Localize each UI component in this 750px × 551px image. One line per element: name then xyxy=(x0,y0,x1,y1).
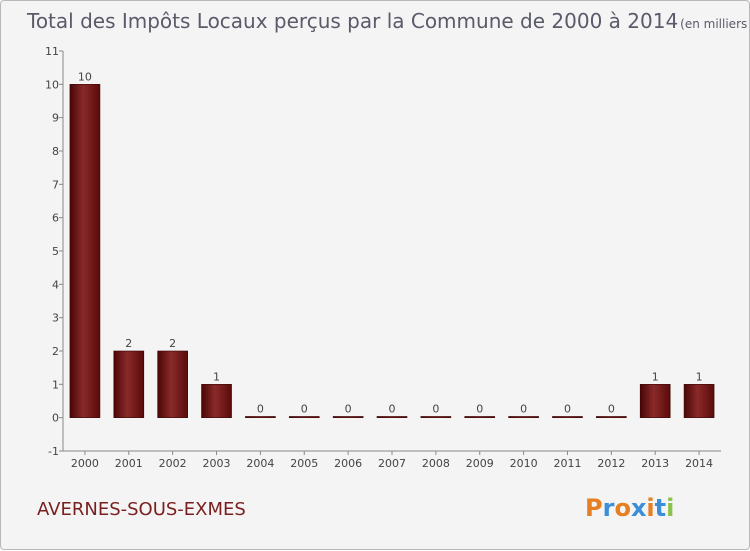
data-label-2005: 0 xyxy=(301,402,308,415)
logo-letter: i xyxy=(666,494,674,522)
y-tick-label: 7 xyxy=(52,178,59,191)
y-tick-label: 0 xyxy=(52,412,59,425)
bar-2011 xyxy=(552,416,583,418)
x-tick-label-2007: 2007 xyxy=(378,457,406,470)
bar-2008 xyxy=(420,416,452,418)
y-tick-label: 9 xyxy=(52,112,59,125)
x-tick-label-2014: 2014 xyxy=(685,457,713,470)
chart-title-text: Total des Impôts Locaux perçus par la Co… xyxy=(26,9,678,33)
data-label-2010: 0 xyxy=(520,402,527,415)
y-tick-label: 2 xyxy=(52,345,59,358)
x-tick-label-2002: 2002 xyxy=(159,457,187,470)
data-label-2008: 0 xyxy=(432,402,439,415)
x-tick-label-2001: 2001 xyxy=(115,457,143,470)
data-label-2009: 0 xyxy=(476,402,483,415)
x-tick-label-2013: 2013 xyxy=(641,457,669,470)
bar-2012 xyxy=(596,416,627,418)
x-tick-label-2006: 2006 xyxy=(334,457,362,470)
x-tick-label-2008: 2008 xyxy=(422,457,450,470)
bar-2005 xyxy=(288,416,320,418)
bar-2000 xyxy=(69,84,101,418)
x-tick-label-2005: 2005 xyxy=(290,457,318,470)
y-tick-label: -1 xyxy=(48,445,59,458)
chart-title: Total des Impôts Locaux perçus par la Co… xyxy=(26,9,750,33)
y-tick-label: 4 xyxy=(52,278,59,291)
bar-2006 xyxy=(332,416,364,418)
bar-2014 xyxy=(683,384,715,418)
commune-name: AVERNES-SOUS-EXMES xyxy=(37,499,246,520)
bar-2010 xyxy=(508,416,539,418)
data-label-2003: 1 xyxy=(213,370,220,383)
logo-letter: i xyxy=(646,494,654,522)
bar-2009 xyxy=(464,416,496,418)
bar-2002 xyxy=(157,350,188,418)
logo-letter: t xyxy=(655,494,666,522)
y-tick-label: 6 xyxy=(52,212,59,225)
data-label-2002: 2 xyxy=(169,337,176,350)
data-label-2014: 1 xyxy=(696,370,703,383)
y-tick-label: 5 xyxy=(52,245,59,258)
bars: 102 210 0 0 0 0 0 0 0 01 1 xyxy=(69,70,715,418)
bar-2007 xyxy=(376,416,408,418)
data-label-2012: 0 xyxy=(608,402,615,415)
bar-2004 xyxy=(245,416,276,418)
x-tick-label-2003: 2003 xyxy=(203,457,231,470)
chart-subtitle: (en milliers d'€) xyxy=(680,17,750,31)
logo-letter: P xyxy=(585,494,603,522)
data-label-2011: 0 xyxy=(564,402,571,415)
data-label-2013: 1 xyxy=(652,370,659,383)
x-tick-label-2012: 2012 xyxy=(597,457,625,470)
logo-letter: r xyxy=(603,494,615,522)
data-label-2007: 0 xyxy=(389,402,396,415)
logo-letter: o xyxy=(614,494,631,522)
y-tick-label: 1 xyxy=(52,378,59,391)
x-tick-label-2011: 2011 xyxy=(553,457,581,470)
data-label-2000: 10 xyxy=(78,70,92,83)
y-tick-label: 8 xyxy=(52,145,59,158)
data-label-2001: 2 xyxy=(125,337,132,350)
x-tick-label-2004: 2004 xyxy=(246,457,274,470)
y-tick-label: 3 xyxy=(52,312,59,325)
x-tick-label-2000: 2000 xyxy=(71,457,99,470)
logo-letter: x xyxy=(631,494,647,522)
y-tick-label: 10 xyxy=(45,78,59,91)
x-tick-label-2009: 2009 xyxy=(466,457,494,470)
y-tick-label: 11 xyxy=(45,45,59,58)
proxiti-logo: Proxiti xyxy=(585,494,674,522)
bar-2001 xyxy=(113,350,145,418)
data-label-2004: 0 xyxy=(257,402,264,415)
x-tick-label-2010: 2010 xyxy=(510,457,538,470)
data-label-2006: 0 xyxy=(345,402,352,415)
bar-2013 xyxy=(639,384,671,418)
bar-2003 xyxy=(201,384,232,418)
